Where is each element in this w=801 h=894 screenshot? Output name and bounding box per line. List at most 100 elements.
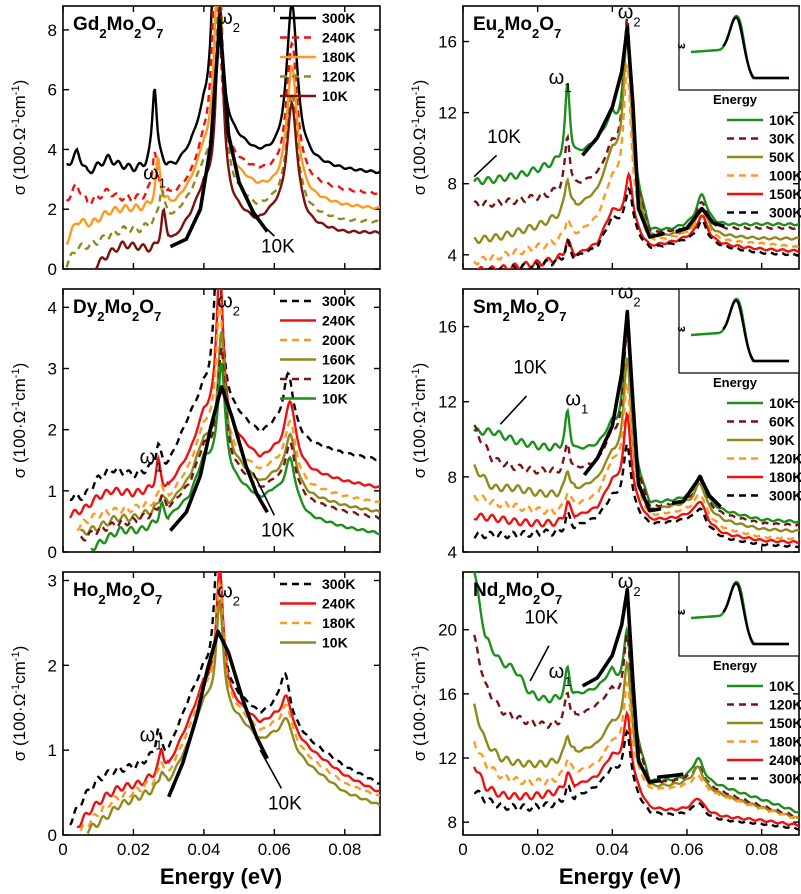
y-tick-label: 2 bbox=[48, 200, 57, 219]
x-tick-label: 0.08 bbox=[745, 840, 778, 859]
legend-label: 240K bbox=[322, 313, 355, 329]
y-axis-label-part: cm bbox=[410, 378, 429, 401]
legend-label: 240K bbox=[322, 30, 355, 46]
plot-frame bbox=[462, 288, 800, 553]
y-axis-label-part: σ (100·Ω bbox=[10, 128, 29, 196]
panel-title-part: Mo bbox=[107, 14, 134, 35]
peak-label-symbol: ω bbox=[217, 7, 233, 29]
legend-label: 300K bbox=[322, 576, 355, 592]
legend-label: 30K bbox=[769, 131, 795, 147]
panel-title-part: 7 bbox=[156, 26, 163, 41]
legend-label: 180K bbox=[769, 734, 801, 750]
legend-label: 300K bbox=[322, 293, 355, 309]
fit-curve bbox=[582, 309, 662, 513]
fit-curve bbox=[581, 25, 666, 239]
legend-label: 200K bbox=[322, 332, 355, 348]
x-axis-label-left: Energy (eV) bbox=[160, 864, 282, 889]
y-tick-label: 6 bbox=[48, 81, 57, 100]
series-line-10K bbox=[90, 362, 380, 552]
panel-title-part: Mo bbox=[506, 580, 533, 601]
panel-title-part: Eu bbox=[473, 14, 497, 35]
legend-label: 60K bbox=[769, 414, 795, 430]
y-axis-label-part: -1 bbox=[410, 684, 422, 694]
legend-label: 300K bbox=[322, 10, 355, 26]
legend-label: 10K bbox=[769, 678, 795, 694]
inset: Energy ε bbox=[673, 5, 800, 107]
peak-label-symbol: ω bbox=[618, 571, 634, 593]
peak-label-index: 1 bbox=[564, 80, 571, 95]
legend-label: 10K bbox=[322, 391, 348, 407]
inset-curve-black bbox=[722, 299, 789, 363]
y-tick-label: 1 bbox=[48, 741, 57, 760]
y-axis-label-part: cm bbox=[410, 661, 429, 684]
peak-label-index: 1 bbox=[159, 175, 166, 190]
series-line-300K bbox=[473, 441, 799, 549]
panel-title-part: 2 bbox=[133, 592, 140, 607]
panel-title: Sm2Mo2O7 bbox=[473, 297, 567, 324]
inset-x-label: Energy bbox=[713, 92, 758, 107]
y-axis-label-part: -1 bbox=[10, 368, 22, 378]
peak-label-symbol: ω bbox=[549, 67, 565, 89]
inset-x-label: Energy bbox=[713, 658, 758, 673]
series-line-180K bbox=[473, 411, 799, 545]
y-axis-label-part: cm bbox=[10, 661, 29, 684]
series-line-120K bbox=[473, 380, 799, 541]
y-axis-label-part: -1 bbox=[410, 651, 422, 661]
peak-label-symbol: ω bbox=[618, 1, 634, 23]
legend-label: 120K bbox=[322, 69, 355, 85]
panel-title-part: O bbox=[139, 297, 154, 318]
panel-title-part: O bbox=[539, 14, 554, 35]
legend-label: 120K bbox=[322, 371, 355, 387]
y-axis-label-part: cm bbox=[10, 378, 29, 401]
x-tick-label: 0.02 bbox=[117, 840, 150, 859]
y-tick-label: 3 bbox=[48, 571, 57, 590]
panel-title: Nd2Mo2O7 bbox=[473, 580, 562, 607]
panel-title-part: 7 bbox=[154, 309, 161, 324]
panel-title-part: Sm bbox=[473, 297, 503, 318]
y-axis-label-part: σ (100·Ω bbox=[10, 411, 29, 479]
inset-y-label: ε bbox=[673, 326, 688, 332]
legend-label: 120K bbox=[769, 451, 801, 467]
inset: Energy ε bbox=[673, 571, 800, 673]
legend-label: 90K bbox=[769, 432, 795, 448]
legend-label: 150K bbox=[769, 186, 801, 202]
y-axis-label: σ (100·Ω-1cm-1) bbox=[410, 646, 429, 762]
panel-title: Gd2Mo2O7 bbox=[73, 14, 163, 41]
x-tick-label: 0.04 bbox=[596, 840, 629, 859]
y-axis-label-part: ) bbox=[410, 646, 429, 652]
fit-curve bbox=[167, 629, 269, 798]
y-tick-label: 2 bbox=[48, 656, 57, 675]
y-axis-label: σ (100·Ω-1cm-1) bbox=[10, 363, 29, 479]
peak-label-w2: ω2 bbox=[618, 281, 641, 309]
annotation-pointer bbox=[529, 645, 550, 682]
series-line-300K bbox=[69, 289, 380, 502]
panel-title-part: Mo bbox=[105, 297, 132, 318]
legend-label: 100K bbox=[769, 168, 801, 184]
annotation-pointer bbox=[473, 154, 498, 178]
series-group bbox=[473, 14, 799, 269]
peak-label-symbol: ω bbox=[618, 281, 634, 303]
fit-curve bbox=[581, 587, 662, 784]
legend-label: 180K bbox=[322, 49, 355, 65]
y-axis-label: σ (100·Ω-1cm-1) bbox=[10, 646, 29, 762]
y-tick-label: 16 bbox=[438, 685, 457, 704]
peak-label-symbol: ω bbox=[565, 388, 581, 410]
panel-title-part: Nd bbox=[473, 580, 498, 601]
peak-label-w1: ω1 bbox=[143, 162, 166, 190]
y-axis-label-part: -1 bbox=[410, 85, 422, 95]
plot-frame bbox=[462, 571, 800, 836]
annotation-pointer bbox=[259, 749, 283, 789]
legend-label: 300K bbox=[769, 205, 801, 221]
annotation-10k: 10K bbox=[261, 521, 295, 542]
y-axis-label-part: -1 bbox=[10, 85, 22, 95]
peak-label-index: 2 bbox=[633, 294, 640, 309]
x-tick-label: 0.08 bbox=[328, 840, 361, 859]
panel-title-part: O bbox=[140, 580, 155, 601]
x-tick-label: 0 bbox=[458, 840, 467, 859]
panel-title-part: 2 bbox=[98, 592, 105, 607]
series-group bbox=[68, 289, 380, 552]
